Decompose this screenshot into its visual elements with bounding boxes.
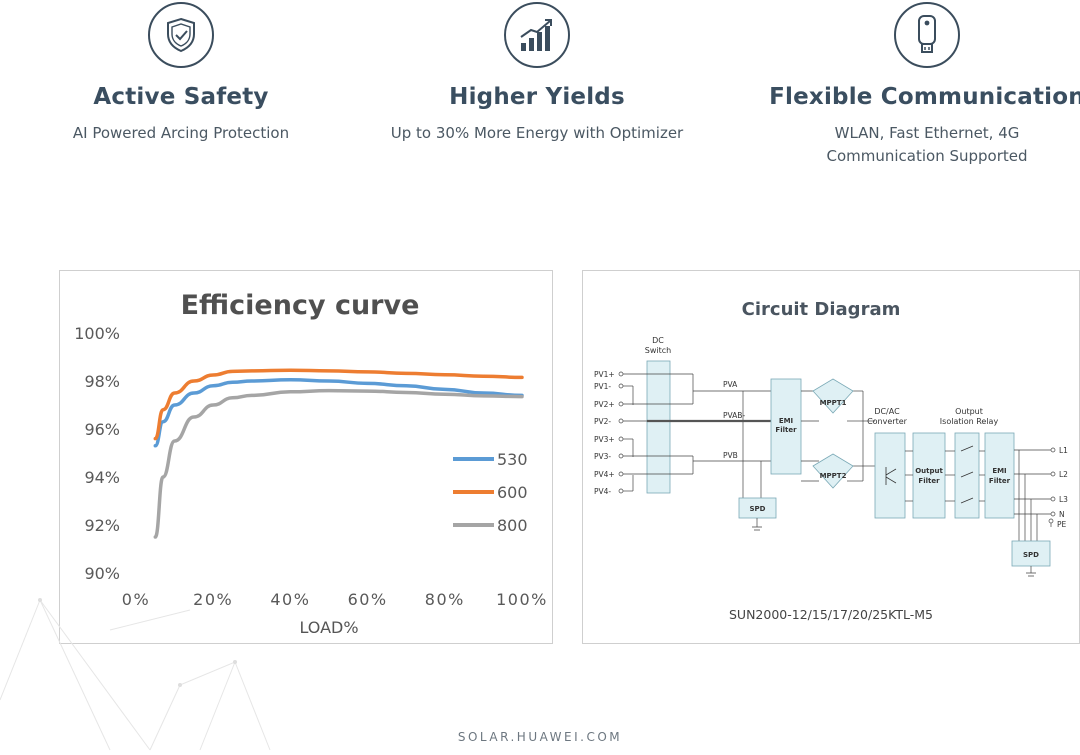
mppt-label: MPPT2 xyxy=(820,472,847,480)
output-label: L3 xyxy=(1059,495,1068,504)
output-emi-filter-box xyxy=(984,432,1015,519)
x-tick-label: 80% xyxy=(425,590,465,609)
shield-check-icon xyxy=(148,2,214,68)
decorative-network-lines xyxy=(0,598,271,751)
x-axis-label: LOAD% xyxy=(299,618,358,637)
output-label: PE xyxy=(1057,520,1067,529)
legend-label: 600 xyxy=(497,483,528,502)
x-tick-label: 60% xyxy=(348,590,388,609)
feature-title: Higher Yields xyxy=(449,84,625,110)
dc-switch-label: DC xyxy=(652,336,664,345)
feature-active-safety: Active Safety AI Powered Arcing Protecti… xyxy=(16,0,346,145)
isolation-label: Output xyxy=(955,407,983,416)
pv-label: PV1- xyxy=(594,382,611,391)
spd-label: SPD xyxy=(750,505,766,513)
feature-line: WLAN, Fast Ethernet, 4G xyxy=(834,124,1020,142)
y-tick-label: 96% xyxy=(84,420,120,439)
output-filter-label: Filter xyxy=(918,477,940,485)
output-label: L2 xyxy=(1059,470,1068,479)
pv-label: PV1+ xyxy=(594,370,615,379)
legend-label: 530 xyxy=(497,450,528,469)
chart-title: Efficiency curve xyxy=(181,290,420,321)
feature-flexible-communication: Flexible Communication WLAN, Fast Ethern… xyxy=(762,0,1080,168)
mppt2-box xyxy=(812,453,854,489)
dongle-icon xyxy=(894,2,960,68)
circuit-diagram: Circuit Diagram DC Switch PV1+ PV1- PV2+… xyxy=(594,299,1068,622)
x-tick-label: 40% xyxy=(270,590,310,609)
x-tick-label: 0% xyxy=(122,590,150,609)
dc-switch-label: Switch xyxy=(645,346,671,355)
emi-filter-label: EMI xyxy=(992,467,1006,475)
pv-label: PV2- xyxy=(594,417,611,426)
bus-label: PVA xyxy=(723,380,738,389)
output-label: L1 xyxy=(1059,446,1068,455)
series-line-530 xyxy=(153,378,524,448)
spd-box xyxy=(738,497,777,519)
spd-label: SPD xyxy=(1023,551,1039,559)
isolation-label: Isolation Relay xyxy=(940,417,999,426)
dc-switch-box xyxy=(646,360,671,494)
output-label: N xyxy=(1059,510,1065,519)
feature-description: AI Powered Arcing Protection xyxy=(72,124,290,142)
feature-description: Up to 30% More Energy with Optimizer xyxy=(390,124,684,142)
feature-higher-yields: Higher Yields Up to 30% More Energy with… xyxy=(372,0,702,145)
emi-filter-label: Filter xyxy=(775,426,797,434)
feature-title: Flexible Communication xyxy=(769,84,1080,110)
pv-label: PV4- xyxy=(594,487,611,496)
efficiency-chart: Efficiency curve LOAD% 90% 92% 94% 96% 98% 10… xyxy=(74,290,548,637)
output-filter-box xyxy=(912,432,946,519)
circuit-title: Circuit Diagram xyxy=(742,299,901,320)
mppt1-box xyxy=(812,378,854,414)
y-tick-label: 90% xyxy=(84,564,120,583)
bus-label: PVAB- xyxy=(723,411,745,420)
circuit-diagram-panel: Circuit Diagram DC Switch PV1+ PV1- PV2+… xyxy=(582,270,1080,644)
feature-description: WLAN, Fast Ethernet, 4G Communication Su… xyxy=(762,122,1080,168)
feature-line: Communication Supported xyxy=(826,147,1028,165)
pv-label: PV4+ xyxy=(594,470,615,479)
pv-label: PV2+ xyxy=(594,400,615,409)
dcac-label: DC/AC xyxy=(874,407,900,416)
pv-label: PV3- xyxy=(594,452,611,461)
series-line-800 xyxy=(153,388,524,539)
dcac-label: Converter xyxy=(867,417,908,426)
y-tick-label: 94% xyxy=(84,468,120,487)
emi-filter-box xyxy=(770,378,802,475)
pv-label: PV3+ xyxy=(594,435,615,444)
legend-label: 800 xyxy=(497,516,528,535)
feature-title: Active Safety xyxy=(93,84,269,110)
isolation-relay-box xyxy=(954,432,980,519)
efficiency-chart-panel: Efficiency curve LOAD% 90% 92% 94% 96% 98% 10… xyxy=(59,270,553,644)
mppt-label: MPPT1 xyxy=(820,399,847,407)
emi-filter-label: EMI xyxy=(779,417,793,425)
footer-url: SOLAR.HUAWEI.COM xyxy=(457,730,623,744)
x-tick-label: 100% xyxy=(496,590,548,609)
emi-filter-label: Filter xyxy=(989,477,1011,485)
series-line-600 xyxy=(153,368,524,441)
y-tick-label: 100% xyxy=(74,324,120,343)
model-caption: SUN2000-12/15/17/20/25KTL-M5 xyxy=(729,607,933,622)
dcac-converter-box xyxy=(874,432,906,519)
output-filter-label: Output xyxy=(915,467,943,475)
y-tick-label: 98% xyxy=(84,372,120,391)
bus-label: PVB xyxy=(723,451,738,460)
y-tick-label: 92% xyxy=(84,516,120,535)
x-tick-label: 20% xyxy=(193,590,233,609)
growth-bars-icon xyxy=(504,2,570,68)
